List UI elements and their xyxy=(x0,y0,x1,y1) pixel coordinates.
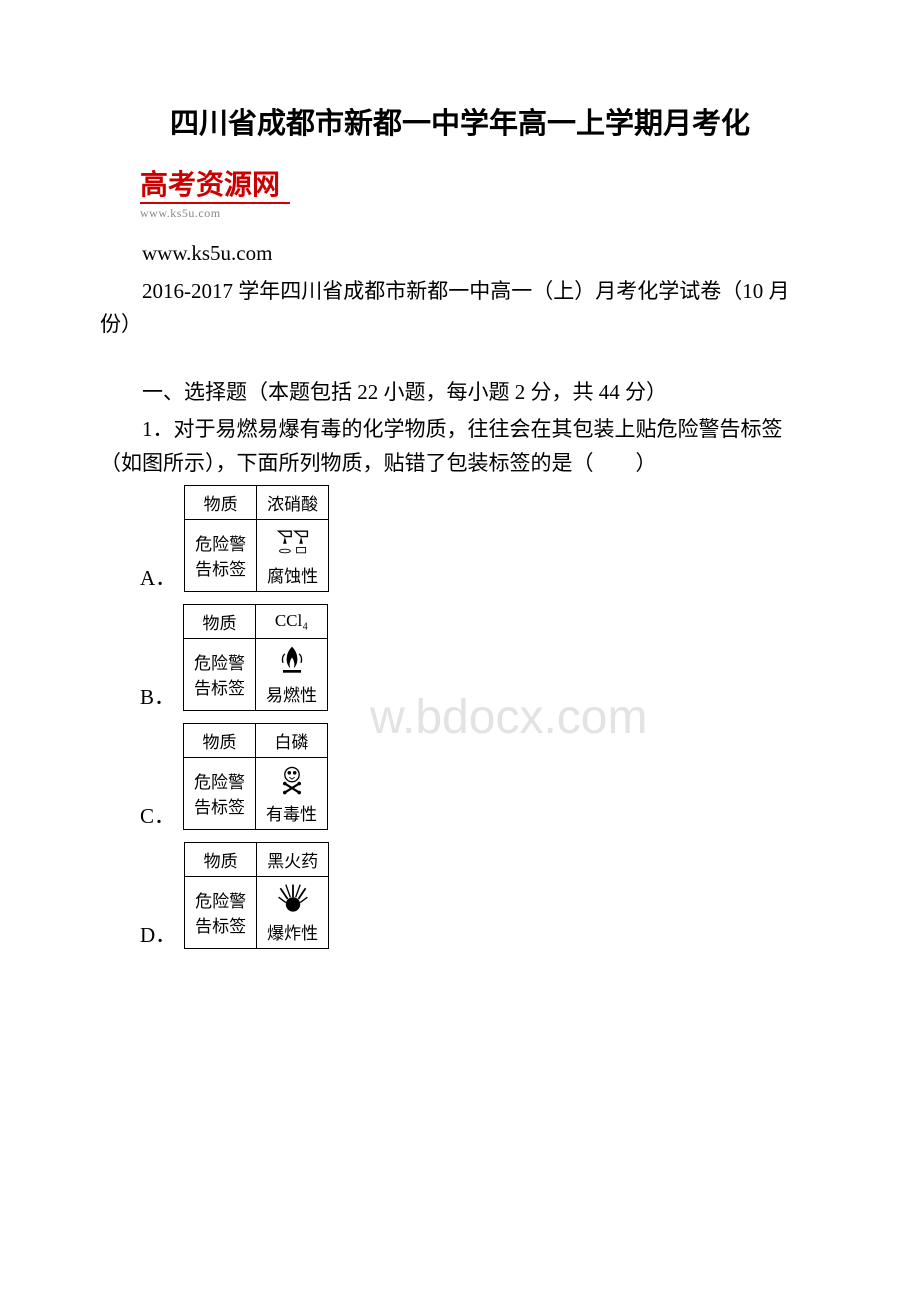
option-c-row: C． 物质 白磷 危险警告标签 xyxy=(140,723,820,830)
option-d-row: D． 物质 黑火药 危险警告标签 xyxy=(140,842,820,949)
exam-header: 2016-2017 学年四川省成都市新都一中高一（上）月考化学试卷（10 月份） xyxy=(100,275,820,342)
option-c-table: 物质 白磷 危险警告标签 xyxy=(183,723,328,830)
label-substance: 物质 xyxy=(185,485,257,519)
option-c-substance: 白磷 xyxy=(256,723,328,757)
option-c-letter: C． xyxy=(140,800,175,830)
label-warning: 危险警告标签 xyxy=(184,638,256,710)
option-c-hazard-label: 有毒性 xyxy=(266,800,317,825)
label-warning: 危险警告标签 xyxy=(185,519,257,591)
option-c-hazard-cell: 有毒性 xyxy=(256,757,328,829)
option-a-table: 物质 浓硝酸 危险警告标签 腐蚀性 xyxy=(184,485,329,592)
option-d-hazard-cell: 爆炸性 xyxy=(257,876,329,948)
corrosive-icon xyxy=(275,524,311,560)
label-warning: 危险警告标签 xyxy=(184,757,256,829)
label-substance: 物质 xyxy=(184,723,256,757)
logo-container: 高考资源网 www.ks5u.com xyxy=(140,172,820,222)
option-d-table: 物质 黑火药 危险警告标签 爆炸性 xyxy=(184,842,329,949)
option-d-substance: 黑火药 xyxy=(257,842,329,876)
label-substance: 物质 xyxy=(185,842,257,876)
option-a-letter: A． xyxy=(140,562,176,592)
option-b-hazard-label: 易燃性 xyxy=(266,681,317,706)
logo-underline xyxy=(140,202,290,204)
toxic-icon xyxy=(274,762,310,798)
explosive-icon xyxy=(275,881,311,917)
logo-text: 高考资源网 xyxy=(140,172,290,200)
option-b-row: B． 物质 CCl₄ 危险警告标签 易燃性 xyxy=(140,604,820,711)
label-substance: 物质 xyxy=(184,604,256,638)
option-a-hazard-label: 腐蚀性 xyxy=(267,562,318,587)
option-b-table: 物质 CCl₄ 危险警告标签 易燃性 xyxy=(183,604,328,711)
header-url: www.ks5u.com xyxy=(100,237,820,271)
option-b-hazard-cell: 易燃性 xyxy=(256,638,328,710)
label-warning: 危险警告标签 xyxy=(185,876,257,948)
option-b-substance: CCl₄ xyxy=(256,604,328,638)
option-d-letter: D． xyxy=(140,919,176,949)
option-a-substance: 浓硝酸 xyxy=(257,485,329,519)
option-d-hazard-label: 爆炸性 xyxy=(267,919,318,944)
option-a-hazard-cell: 腐蚀性 xyxy=(257,519,329,591)
option-a-row: A． 物质 浓硝酸 危险警告标签 腐蚀性 xyxy=(140,485,820,592)
flammable-icon xyxy=(274,643,310,679)
document-title: 四川省成都市新都一中学年高一上学期月考化 xyxy=(100,100,820,142)
logo-url: www.ks5u.com xyxy=(140,206,290,221)
option-b-letter: B． xyxy=(140,681,175,711)
section-header: 一、选择题（本题包括 22 小题，每小题 2 分，共 44 分） xyxy=(100,376,820,410)
question-1-text: 1．对于易燃易爆有毒的化学物质，往往会在其包装上贴危险警告标签（如图所示），下面… xyxy=(100,413,820,480)
